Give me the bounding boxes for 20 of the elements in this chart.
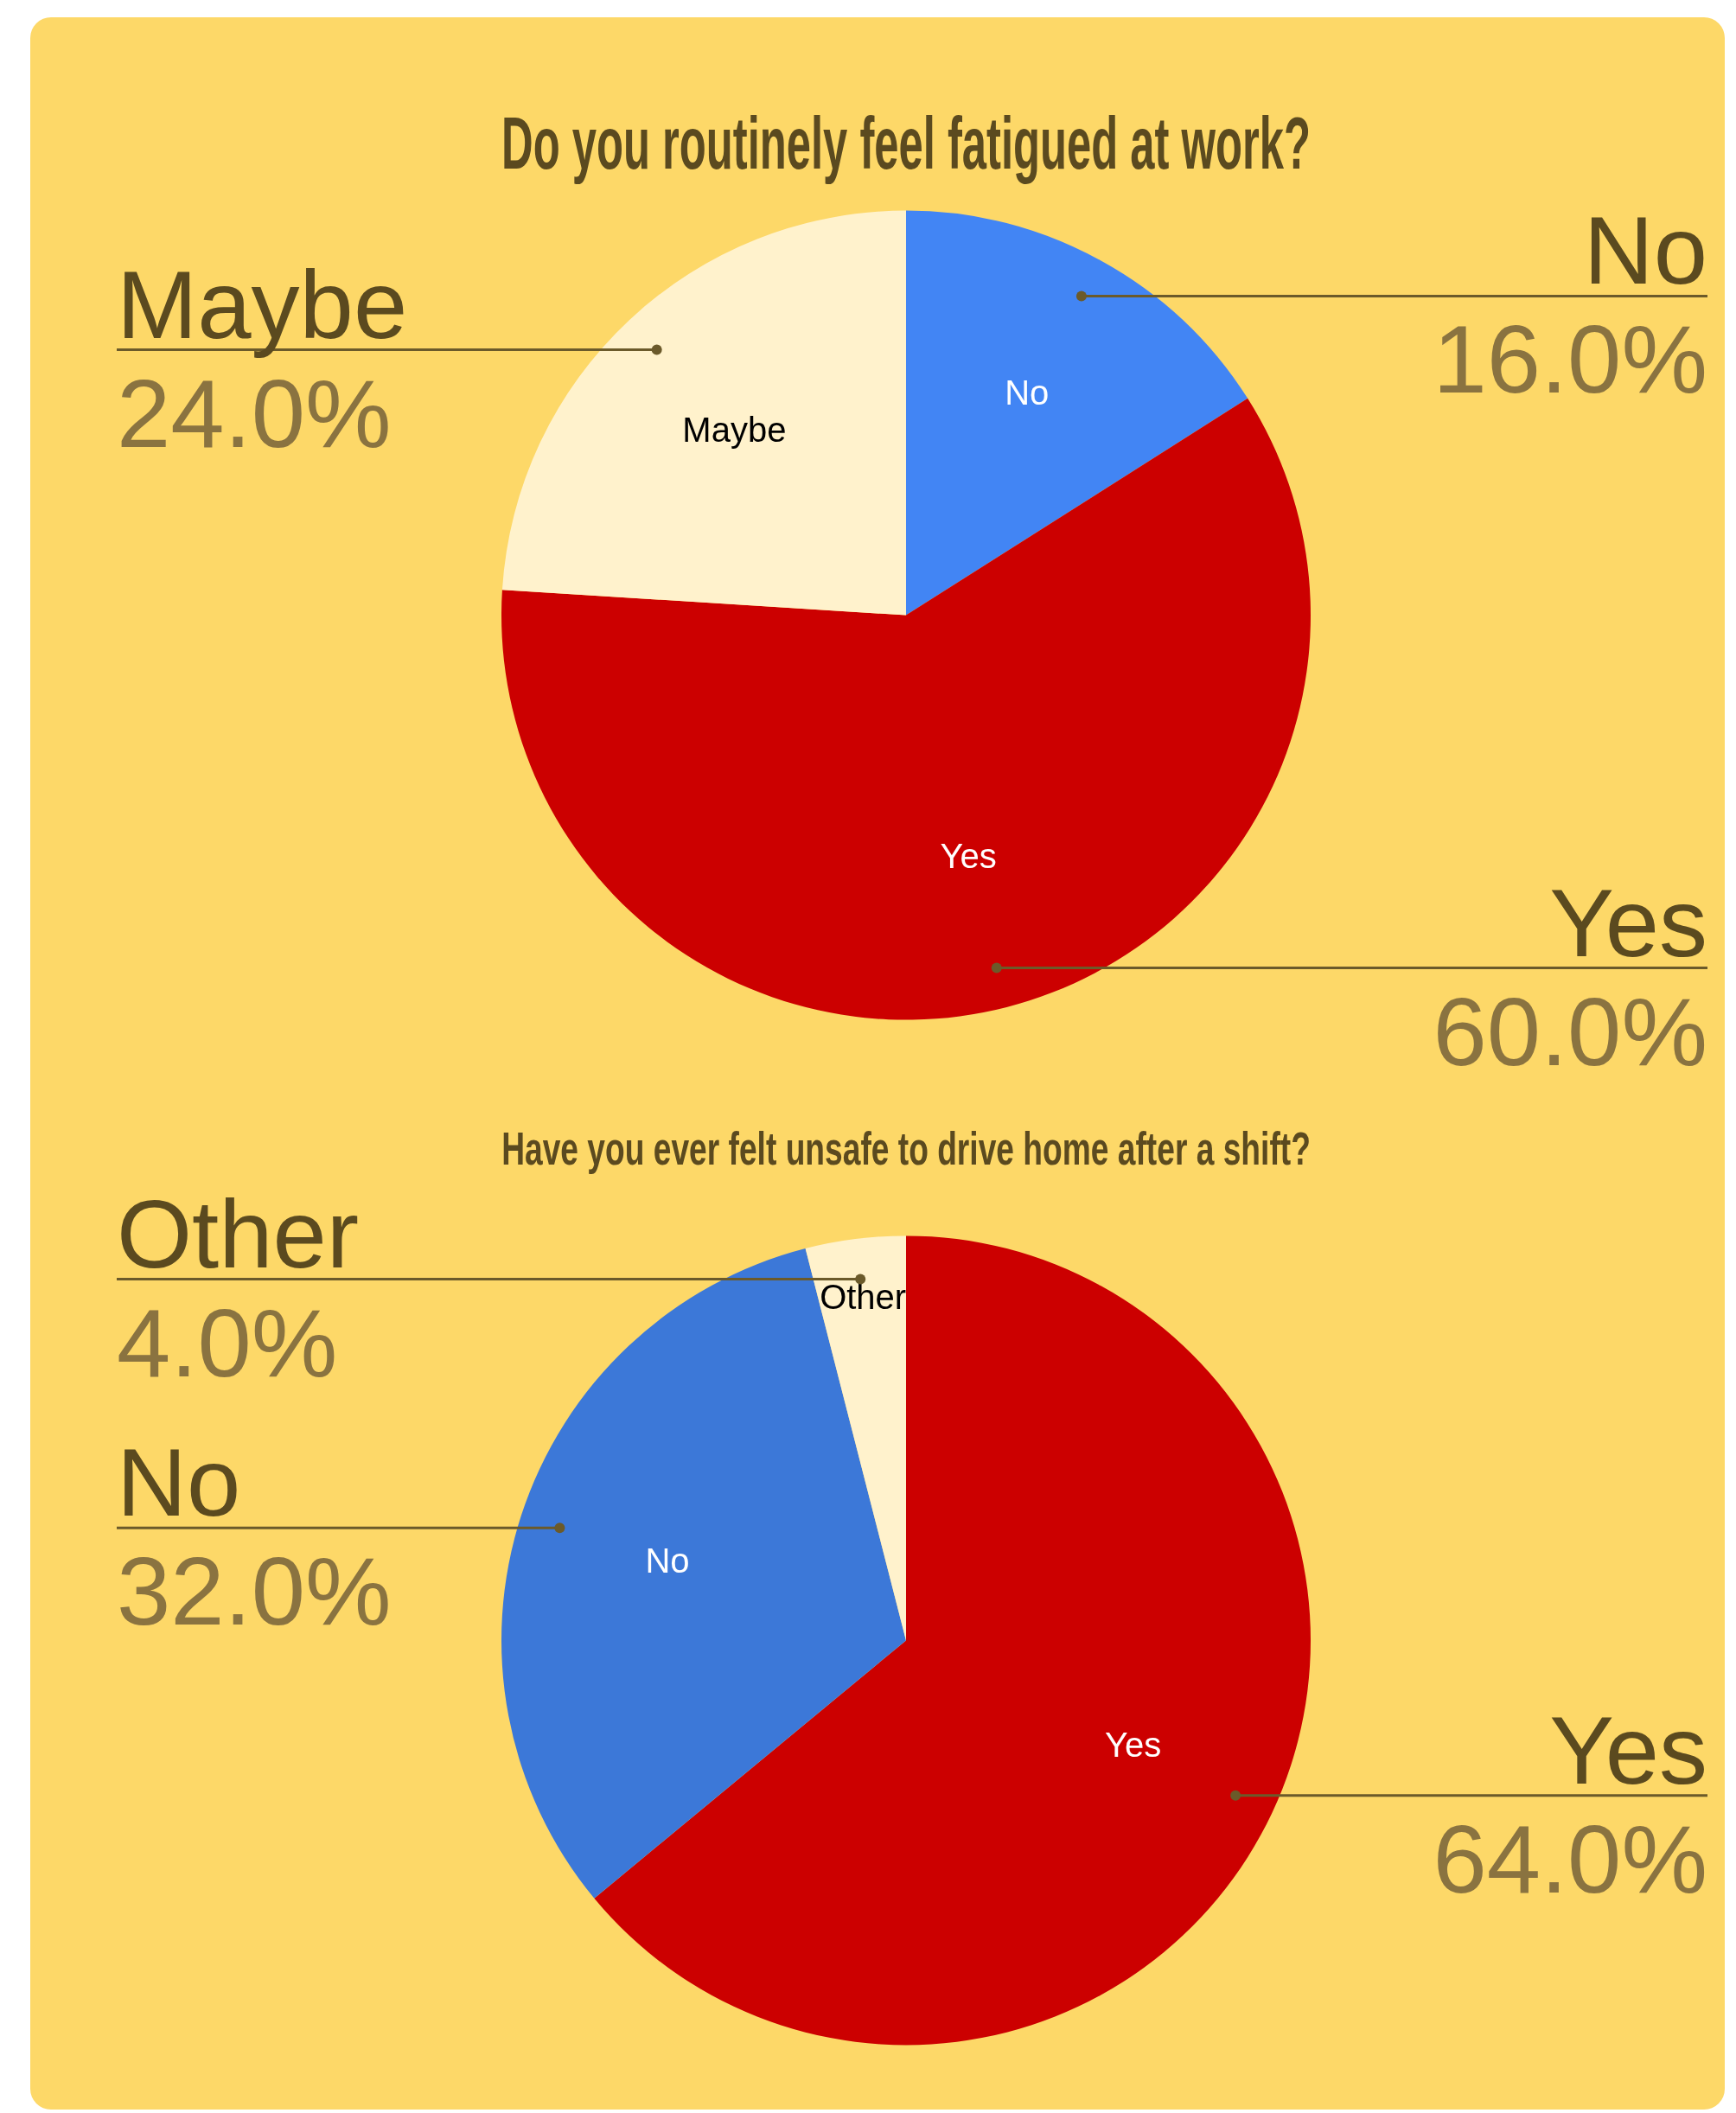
slice-label: Other bbox=[117, 1179, 360, 1288]
slice-label: No bbox=[1005, 373, 1050, 412]
data-label: 24.0% bbox=[117, 359, 392, 468]
slice-label: Yes bbox=[1549, 868, 1707, 977]
slice-label: Yes bbox=[1549, 1695, 1707, 1804]
chart-title: Do you routinely feel fatigued at work? bbox=[501, 101, 1311, 185]
data-label: 16.0% bbox=[1433, 305, 1707, 414]
slice-label: No bbox=[117, 1428, 241, 1537]
chart-title: Have you ever felt unsafe to drive home after a shift? bbox=[501, 1122, 1311, 1175]
slice-label: Yes bbox=[1104, 1725, 1162, 1764]
data-label: 60.0% bbox=[1433, 977, 1707, 1086]
data-label: 64.0% bbox=[1433, 1804, 1707, 1913]
slice-label: Other bbox=[820, 1277, 907, 1316]
data-label: 32.0% bbox=[117, 1537, 392, 1646]
slice-label: Yes bbox=[940, 836, 997, 875]
slice-label: Maybe bbox=[117, 250, 408, 359]
slice-label: Maybe bbox=[682, 411, 787, 450]
slice-label: No bbox=[1583, 196, 1707, 305]
data-label: 4.0% bbox=[117, 1288, 338, 1397]
slice-label: No bbox=[645, 1541, 690, 1580]
